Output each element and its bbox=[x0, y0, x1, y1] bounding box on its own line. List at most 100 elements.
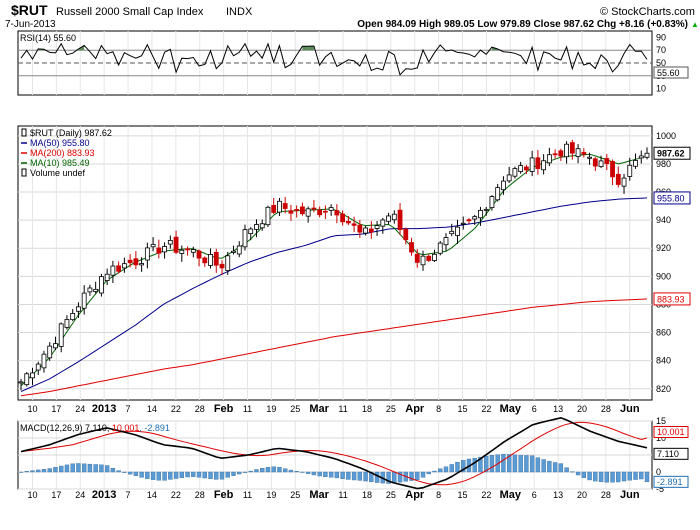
macd-hist-bar bbox=[575, 471, 581, 476]
x-tick-label: 25 bbox=[386, 404, 396, 414]
macd-last-box bbox=[653, 425, 689, 438]
macd-hist-bar bbox=[570, 471, 575, 473]
macd-hist-bar bbox=[294, 471, 299, 473]
candle-body bbox=[501, 180, 506, 191]
macd-hist-bar bbox=[633, 471, 638, 480]
candle-body bbox=[282, 203, 288, 209]
price-last-labels: 987.62 955.80 883.93 bbox=[653, 146, 691, 306]
macd-hist-bar bbox=[340, 471, 345, 479]
x-tick-label: 25 bbox=[290, 490, 300, 500]
candle-body bbox=[254, 224, 259, 230]
candle-body bbox=[598, 160, 604, 167]
macd-last-label: 7.110 bbox=[657, 449, 679, 459]
macd-hist-bar bbox=[598, 471, 604, 483]
x-tick-label: 25 bbox=[386, 490, 396, 500]
macd-hist-bar bbox=[93, 464, 98, 473]
rsi-legend: RSI(14) 55.60 bbox=[20, 33, 76, 43]
x-tick-label: 22 bbox=[171, 404, 181, 414]
macd-hist-bar bbox=[547, 460, 552, 473]
candle-body bbox=[236, 245, 242, 255]
price-tick-label: 940 bbox=[656, 215, 671, 225]
macd-hist-bar bbox=[461, 460, 466, 473]
price-tick-label: 840 bbox=[656, 356, 671, 366]
price-tick-label: 820 bbox=[656, 384, 671, 394]
macd-hist-bar bbox=[277, 466, 282, 473]
candle-body bbox=[277, 200, 282, 213]
quote-date: 7-Jun-2013 bbox=[5, 19, 56, 30]
macd-hist-bar bbox=[225, 471, 230, 478]
credit: © StockCharts.com bbox=[600, 6, 695, 18]
macd-hist-bar bbox=[524, 455, 529, 473]
candle-body bbox=[529, 157, 535, 172]
macd-hist-bar bbox=[616, 471, 621, 483]
candle-body bbox=[552, 153, 558, 156]
candle-body bbox=[409, 242, 414, 253]
x-tick-label: 24 bbox=[75, 490, 85, 500]
candle-body bbox=[242, 229, 248, 248]
x-tick-label: 13 bbox=[553, 490, 563, 500]
x-tick-label: 28 bbox=[195, 404, 205, 414]
macd-hist-bar bbox=[478, 456, 483, 473]
macd-hist-bar bbox=[443, 466, 449, 473]
macd-hist-bar bbox=[489, 455, 495, 473]
macd-tick-label: -5 bbox=[656, 484, 664, 494]
macd-hist-bar bbox=[501, 454, 506, 473]
candle-body bbox=[610, 161, 615, 178]
macd-hist-bar bbox=[150, 471, 156, 480]
rsi-tick-label: 70 bbox=[656, 45, 666, 55]
macd-hist-bar bbox=[104, 465, 110, 473]
x-tick-label: 19 bbox=[266, 490, 276, 500]
candle-body bbox=[466, 219, 472, 222]
candle-body bbox=[248, 228, 254, 234]
macd-tick-label: 10 bbox=[656, 433, 666, 443]
macd-hist-bar bbox=[639, 471, 644, 480]
macd-hist-bar bbox=[173, 471, 179, 479]
macd-hist-bar bbox=[518, 454, 523, 473]
x-tick-label: 24 bbox=[75, 404, 85, 414]
x-tick-label: May bbox=[500, 489, 522, 501]
macd-hist-bar bbox=[305, 471, 311, 474]
candle-body bbox=[592, 158, 598, 167]
candle-body bbox=[432, 253, 437, 262]
candle-body bbox=[305, 208, 311, 217]
x-tick-label: 11 bbox=[338, 404, 347, 414]
macd-hist-bar bbox=[346, 471, 351, 480]
macd-hist-bar bbox=[265, 467, 271, 473]
candle-body bbox=[621, 177, 627, 187]
candle-body bbox=[317, 209, 323, 216]
macd-hist-bar bbox=[208, 471, 213, 479]
candle-body bbox=[587, 156, 592, 159]
x-tick-label: 25 bbox=[290, 404, 300, 414]
x-tick-label: 13 bbox=[553, 404, 563, 414]
x-tick-label: Feb bbox=[214, 403, 234, 415]
price-last-label: 987.62 bbox=[657, 149, 685, 159]
candle-body bbox=[173, 236, 179, 253]
candle-body bbox=[633, 160, 638, 167]
macd-hist-bar bbox=[162, 471, 167, 481]
candle-body bbox=[288, 210, 294, 214]
candle-body bbox=[581, 151, 587, 155]
x-tick-label: 6 bbox=[532, 490, 537, 500]
candle-body bbox=[644, 152, 650, 158]
rsi-overbought-segment bbox=[308, 45, 314, 51]
x-tick-label: Apr bbox=[405, 403, 425, 415]
macd-hist-bar bbox=[116, 470, 121, 473]
candle-body bbox=[41, 353, 47, 369]
candle-body bbox=[569, 142, 575, 154]
macd-hist-bar bbox=[47, 468, 52, 473]
macd-hist-bar bbox=[558, 463, 564, 473]
rsi-tick-labels: 9070503010 bbox=[656, 32, 666, 93]
candle-body bbox=[213, 252, 219, 266]
candle-body bbox=[179, 249, 185, 254]
candle-body bbox=[615, 173, 621, 185]
x-tick-label: 15 bbox=[458, 490, 468, 500]
rsi-tick-label: 90 bbox=[656, 32, 666, 42]
x-tick-label: Apr bbox=[405, 489, 425, 501]
exchange: INDX bbox=[226, 6, 253, 18]
macd-hist-bar bbox=[506, 454, 512, 473]
x-tick-label: 14 bbox=[147, 404, 157, 414]
candle-body bbox=[259, 223, 265, 229]
x-tick-label: 6 bbox=[532, 404, 537, 414]
candle-body bbox=[167, 240, 173, 245]
